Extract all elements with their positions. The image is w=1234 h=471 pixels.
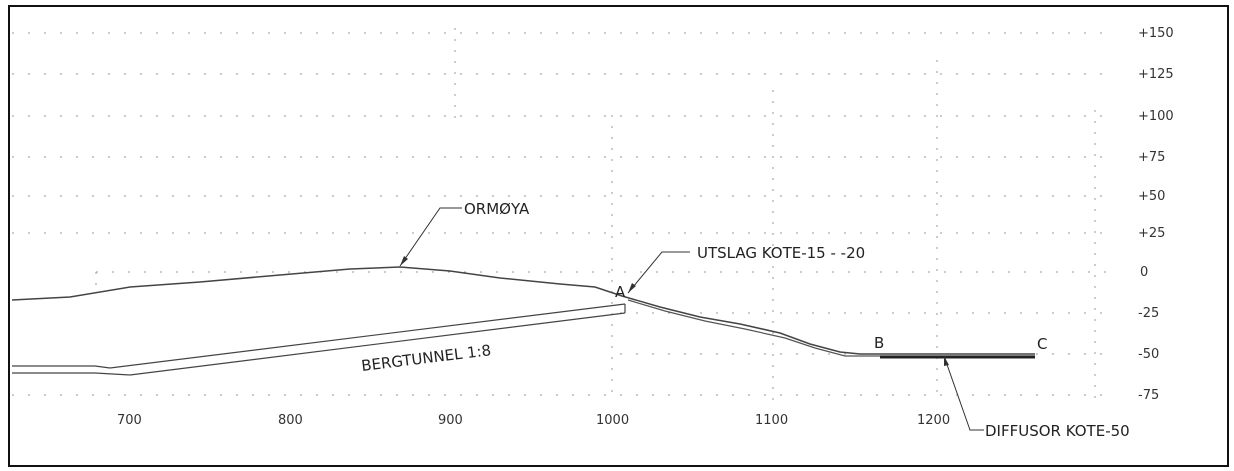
outfall-pipe bbox=[627, 299, 1035, 357]
diffuser-label: DIFFUSOR KOTE-50 bbox=[985, 422, 1130, 440]
chainage-tick: 800 bbox=[278, 413, 303, 428]
elevation-tick: -25 bbox=[1138, 306, 1159, 321]
elevation-tick: -50 bbox=[1138, 347, 1159, 362]
elevation-tick: +125 bbox=[1138, 67, 1174, 82]
chainage-tick: 1100 bbox=[755, 413, 788, 428]
point-a-label: A bbox=[615, 283, 626, 301]
chainage-tick: 900 bbox=[438, 413, 463, 428]
chainage-scale: 700 800 900 1000 1100 1200 bbox=[117, 413, 950, 428]
elevation-tick: +50 bbox=[1138, 189, 1165, 204]
elevation-tick: -75 bbox=[1138, 388, 1159, 403]
drawing-frame bbox=[8, 5, 1229, 467]
ormoya-label: ORMØYA bbox=[464, 200, 530, 218]
outlet-label: UTSLAG KOTE-15 - -20 bbox=[697, 244, 865, 262]
elevation-tick: +100 bbox=[1138, 109, 1174, 124]
leader-arrows bbox=[400, 256, 949, 366]
tunnel-label: BERGTUNNEL 1:8 bbox=[360, 341, 492, 375]
elevation-tick: +150 bbox=[1138, 26, 1174, 41]
elevation-tick: 0 bbox=[1140, 265, 1148, 280]
chainage-tick: 700 bbox=[117, 413, 142, 428]
point-c-label: C bbox=[1037, 335, 1047, 353]
vertical-grid bbox=[95, 28, 1096, 400]
elevation-tick: +75 bbox=[1138, 150, 1165, 165]
terrain-profile bbox=[11, 266, 1035, 355]
elevation-tick: +25 bbox=[1138, 226, 1165, 241]
point-b-label: B bbox=[874, 334, 884, 352]
rock-tunnel bbox=[12, 303, 626, 376]
chainage-tick: 1200 bbox=[917, 413, 950, 428]
elevation-scale: +150 +125 +100 +75 +50 +25 0 -25 -50 -75 bbox=[1138, 26, 1174, 403]
chainage-tick: 1000 bbox=[596, 413, 629, 428]
horizontal-grid bbox=[12, 32, 1108, 396]
leader-lines bbox=[399, 207, 984, 431]
